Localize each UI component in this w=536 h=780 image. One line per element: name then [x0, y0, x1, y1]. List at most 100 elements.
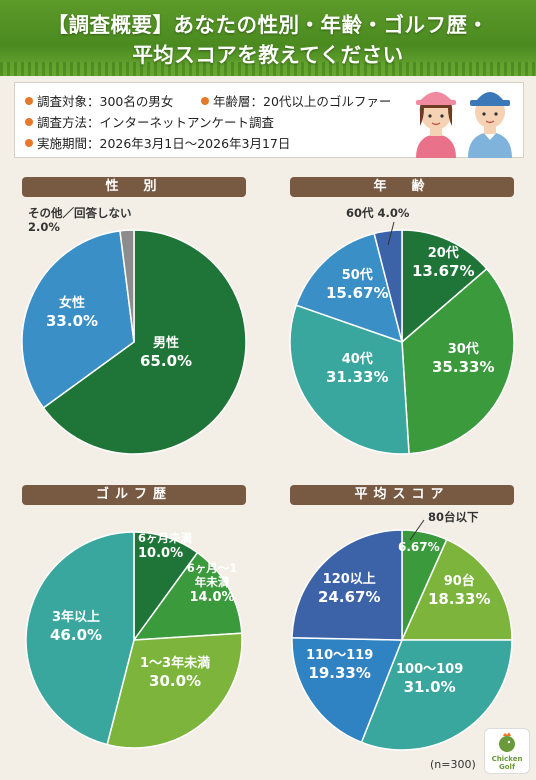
slice-6m-1y	[132, 551, 243, 641]
label-60s-name: 60代	[346, 206, 374, 220]
label-over3y-name: 3年以上	[52, 610, 101, 625]
panel-label-avg-score: 平均スコア	[290, 485, 514, 505]
label-6m-1y-value: 14.0%	[189, 589, 235, 605]
panel-label-golf-history: ゴルフ歴	[22, 485, 246, 505]
avg-score-pie	[291, 529, 513, 751]
slice-50s	[295, 232, 404, 344]
survey-period: 実施期間：2026年3月1日〜2026年3月17日	[37, 136, 291, 151]
label-60s-value: 4.0%	[377, 206, 410, 220]
survey-age-range: 年齢層：20代以上のゴルファー	[213, 94, 392, 109]
panel-label-gender: 性 別	[22, 177, 246, 197]
label-80s-name: 80台以下	[428, 510, 479, 524]
slice-20s	[401, 229, 488, 344]
label-6m-1y-name: 6ヶ月〜1年未満	[186, 561, 238, 589]
label-20s: 20代 13.67%	[412, 246, 474, 280]
label-1y-3y-name: 1〜3年未満	[140, 656, 211, 671]
label-other-name: その他／回答しない	[28, 206, 132, 220]
age-pie	[289, 229, 515, 455]
page-title-line2: 平均スコアを教えてください	[132, 43, 404, 67]
leader-line-60s	[387, 221, 395, 246]
survey-target: 調査対象：300名の男女	[37, 94, 174, 109]
label-100s-value: 31.0%	[403, 677, 456, 696]
label-90s-name: 90台	[443, 574, 475, 589]
survey-method: 調査方法：インターネットアンケート調査	[37, 115, 275, 130]
survey-method-line: 調査方法：インターネットアンケート調査	[25, 112, 274, 131]
bullet-icon	[25, 97, 33, 105]
label-120s-name: 120以上	[322, 572, 376, 587]
gender-pie	[21, 229, 247, 455]
label-120s: 120以上 24.67%	[318, 572, 380, 606]
label-under6m-name: 6ヶ月未満	[138, 531, 193, 545]
sample-size-note: (n=300)	[430, 758, 476, 771]
label-female-value: 33.0%	[46, 311, 99, 330]
survey-period-line: 実施期間：2026年3月1日〜2026年3月17日	[25, 133, 290, 152]
label-30s-name: 30代	[447, 342, 479, 357]
slice-90s	[400, 538, 513, 641]
bullet-icon	[25, 139, 33, 147]
slice-60s	[373, 229, 403, 343]
label-other: その他／回答しない 2.0%	[28, 206, 132, 235]
golfer-couple-icon	[416, 92, 512, 158]
label-male-name: 男性	[153, 336, 180, 351]
label-50s-value: 15.67%	[326, 283, 389, 302]
label-90s: 90台 18.33%	[428, 574, 490, 608]
label-40s: 40代 31.33%	[326, 352, 388, 386]
slice-40s	[289, 304, 410, 455]
panel-label-age: 年 齢	[290, 177, 514, 197]
label-under6m-value: 10.0%	[138, 545, 184, 561]
label-120s-value: 24.67%	[318, 587, 381, 606]
slice-other	[119, 229, 135, 343]
label-under6m: 6ヶ月未満 10.0%	[138, 531, 193, 561]
logo-text: Chicken Golf	[491, 755, 523, 771]
label-80s-pct: 6.67%	[398, 540, 440, 554]
slice-1y-3y	[106, 632, 243, 749]
leader-line-80s	[409, 519, 425, 541]
slice-male	[42, 229, 247, 455]
label-40s-value: 31.33%	[326, 367, 389, 386]
slice-110s	[291, 636, 404, 744]
label-110s-value: 19.33%	[308, 663, 371, 682]
label-other-value: 2.0%	[28, 220, 60, 235]
label-over3y-value: 46.0%	[50, 625, 103, 644]
bullet-icon	[25, 118, 33, 126]
chicken-golf-logo: Chicken Golf	[484, 728, 530, 774]
label-male-value: 65.0%	[140, 351, 193, 370]
slice-120s	[291, 529, 403, 641]
label-50s-name: 50代	[341, 268, 373, 283]
slice-100s	[360, 639, 513, 751]
slice-30s	[401, 267, 515, 455]
label-female: 女性 33.0%	[46, 296, 98, 330]
label-over3y: 3年以上 46.0%	[50, 610, 102, 644]
page-title-line1: 【調査概要】あなたの性別・年齢・ゴルフ歴・	[47, 13, 489, 37]
header-banner: 【調査概要】あなたの性別・年齢・ゴルフ歴・ 平均スコアを教えてください	[0, 0, 536, 76]
label-80s: 80台以下	[428, 510, 479, 524]
survey-target-line: 調査対象：300名の男女	[25, 91, 173, 110]
slice-female	[21, 230, 135, 409]
label-60s: 60代 4.0%	[346, 206, 409, 220]
label-100s: 100〜109 31.0%	[396, 662, 463, 696]
label-1y-3y: 1〜3年未満 30.0%	[140, 656, 210, 690]
label-1y-3y-value: 30.0%	[149, 671, 202, 690]
label-40s-name: 40代	[341, 352, 373, 367]
label-50s: 50代 15.67%	[326, 268, 388, 302]
grass-decoration	[0, 62, 536, 76]
bullet-icon	[201, 97, 209, 105]
label-20s-name: 20代	[427, 246, 459, 261]
survey-age-line: 年齢層：20代以上のゴルファー	[201, 91, 391, 110]
label-90s-value: 18.33%	[428, 589, 491, 608]
label-110s-name: 110〜119	[306, 648, 374, 663]
label-30s: 30代 35.33%	[432, 342, 494, 376]
label-20s-value: 13.67%	[412, 261, 475, 280]
slice-over3y	[25, 531, 135, 746]
label-110s: 110〜119 19.33%	[306, 648, 373, 682]
label-30s-value: 35.33%	[432, 357, 495, 376]
label-100s-name: 100〜109	[396, 662, 464, 677]
golf-history-pie	[25, 531, 243, 749]
chicken-icon	[499, 732, 515, 752]
label-female-name: 女性	[59, 296, 86, 311]
label-80s-value: 6.67%	[398, 540, 440, 554]
label-6m-1y: 6ヶ月〜1年未満 14.0%	[182, 561, 242, 605]
label-male: 男性 65.0%	[140, 336, 192, 370]
